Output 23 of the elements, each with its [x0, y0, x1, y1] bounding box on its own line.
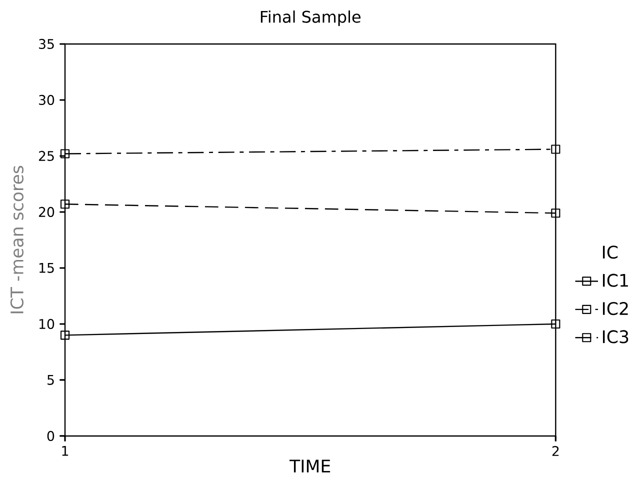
chart-title: Final Sample — [260, 10, 360, 26]
x-axis-title: TIME — [289, 460, 330, 472]
legend-title: IC — [602, 246, 618, 259]
y-tick-label: 15 — [39, 263, 54, 273]
point — [551, 208, 560, 218]
point — [60, 149, 70, 158]
legend-label: IC1 — [602, 274, 628, 287]
y-tick-label: 30 — [39, 94, 54, 106]
y-tick-label: 10 — [39, 318, 54, 330]
y-tick-label: 25 — [38, 150, 54, 162]
y-tick-label: 0 — [47, 430, 54, 442]
legend-label: IC2 — [602, 302, 628, 316]
y-tick-label: 5 — [48, 375, 54, 385]
point — [60, 330, 70, 340]
legend-label: IC3 — [602, 330, 628, 344]
y-tick-label: 35 — [39, 38, 54, 50]
x-tick-label: 1 — [62, 446, 68, 456]
x-tick-label: 2 — [552, 446, 559, 456]
y-axis-title: ICT -mean scores — [10, 166, 24, 314]
point — [60, 200, 70, 209]
y-tick-label: 20 — [38, 206, 54, 218]
point — [551, 144, 560, 154]
point — [551, 319, 560, 329]
